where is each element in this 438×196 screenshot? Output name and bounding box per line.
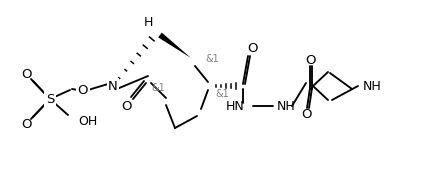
Text: O: O — [78, 83, 88, 96]
Text: O: O — [22, 67, 32, 81]
Text: O: O — [302, 107, 312, 121]
Text: OH: OH — [78, 114, 97, 128]
Text: NH: NH — [277, 100, 295, 113]
Text: O: O — [22, 117, 32, 131]
Text: &1: &1 — [205, 54, 219, 64]
Text: O: O — [305, 54, 315, 66]
Text: &1: &1 — [151, 83, 165, 93]
Text: O: O — [247, 42, 257, 54]
Polygon shape — [158, 33, 191, 58]
Text: N: N — [108, 80, 118, 93]
Text: &1: &1 — [215, 89, 229, 99]
Text: S: S — [46, 93, 54, 105]
Text: NH: NH — [363, 80, 382, 93]
Text: O: O — [121, 100, 131, 113]
Text: H: H — [143, 15, 153, 28]
Text: HN: HN — [226, 100, 244, 113]
